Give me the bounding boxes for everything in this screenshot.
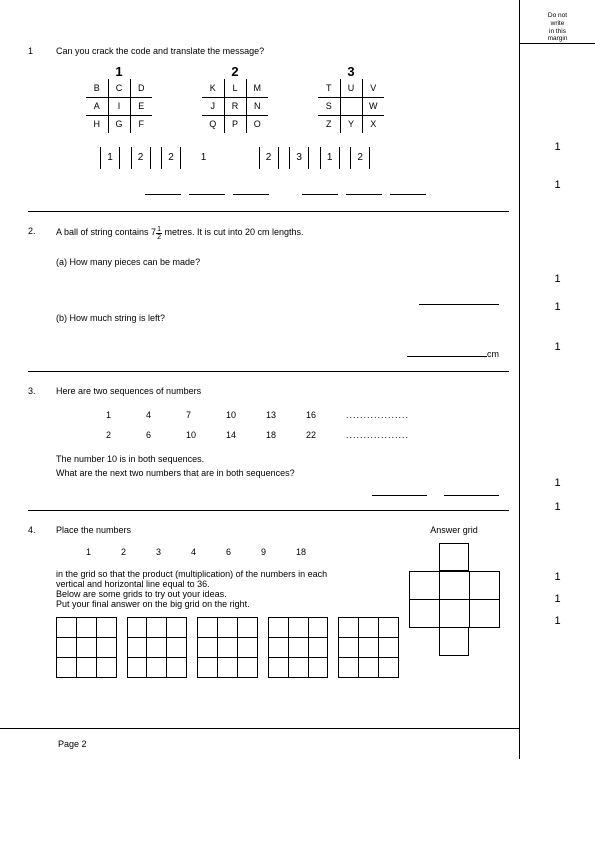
question-2: 2. A ball of string contains 712 metres.…	[28, 226, 509, 359]
code-grid-1: BCD AIE HGF	[86, 79, 152, 133]
code-grid-3: TUV SW ZYX	[318, 79, 384, 133]
main-column: 1 Can you crack the code and translate t…	[0, 0, 519, 759]
q3-ans2	[444, 495, 499, 496]
q4-p4: Put your final answer on the big grid on…	[56, 599, 399, 609]
mark: 1	[520, 270, 595, 288]
q2-text: A ball of string contains 712 metres. It…	[56, 226, 509, 241]
q3-ans1	[372, 495, 427, 496]
question-4: 4. Place the numbers 12346918 in the gri…	[28, 525, 509, 678]
question-1: 1 Can you crack the code and translate t…	[28, 46, 509, 197]
q2a-answer-line	[419, 304, 499, 305]
sequence-2: 2610141822..................	[56, 430, 509, 440]
grid3-label: 3	[318, 64, 384, 79]
q3-line2: What are the next two numbers that are i…	[56, 468, 509, 478]
margin-header: Do not write in this margin	[520, 10, 595, 44]
page-footer: Page 2	[28, 739, 509, 749]
q4-p3: Below are some grids to try out your ide…	[56, 589, 399, 599]
q3-number: 3.	[28, 386, 56, 498]
mark: 1	[520, 474, 595, 492]
mark: 1	[520, 568, 595, 586]
sequence-1: 147101316..................	[56, 410, 509, 420]
q2-part-a: (a) How many pieces can be made?	[56, 257, 509, 267]
answer-dashes	[56, 187, 509, 197]
mark: 1	[520, 612, 595, 630]
answer-grid	[409, 571, 500, 628]
q4-numbers: 12346918	[56, 547, 399, 557]
mark: 1	[520, 498, 595, 516]
question-3: 3. Here are two sequences of numbers 147…	[28, 386, 509, 498]
q4-title: Place the numbers	[56, 525, 399, 535]
q4-number: 4.	[28, 525, 56, 678]
mark: 1	[520, 298, 595, 316]
answer-grid-label: Answer grid	[399, 525, 509, 535]
mark: 1	[520, 338, 595, 356]
q4-p1: in the grid so that the product (multipl…	[56, 569, 399, 579]
margin-column: Do not write in this margin 1 1 1 1 1 1 …	[519, 0, 595, 759]
q3-line1: The number 10 is in both sequences.	[56, 454, 509, 464]
grid1-label: 1	[86, 64, 152, 79]
mark: 1	[520, 176, 595, 194]
mark: 1	[520, 590, 595, 608]
q1-number: 1	[28, 46, 56, 197]
q2-part-b: (b) How much string is left?	[56, 313, 509, 323]
code-answer-row: 1 2 2 1 2 3 1 2	[56, 147, 509, 169]
practice-grids	[56, 617, 399, 678]
q2-number: 2.	[28, 226, 56, 359]
q2b-answer-line	[407, 356, 487, 357]
q3-title: Here are two sequences of numbers	[56, 386, 509, 396]
code-grid-2: KLM JRN QPO	[202, 79, 268, 133]
grid2-label: 2	[202, 64, 268, 79]
q4-p2: vertical and horizontal line equal to 36…	[56, 579, 399, 589]
mark: 1	[520, 138, 595, 156]
q1-text: Can you crack the code and translate the…	[56, 46, 509, 56]
